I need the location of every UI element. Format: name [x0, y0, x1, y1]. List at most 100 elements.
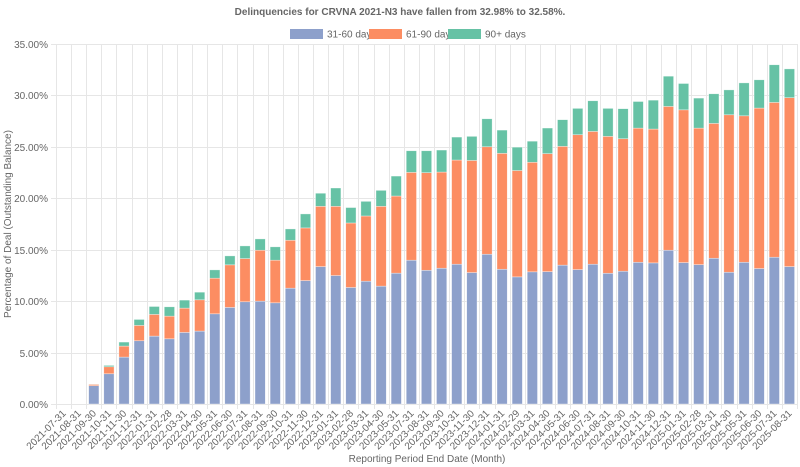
bar-segment-31-60-days	[224, 307, 236, 405]
bar-segment-61-90-days	[239, 258, 251, 303]
bar-segment-31-60-days	[360, 280, 372, 405]
chart-title: Delinquencies for CRVNA 2021-N3 have fal…	[235, 7, 566, 18]
bar-segment-61-90-days	[451, 159, 463, 265]
bar-segment-61-90-days	[360, 215, 372, 282]
bar-segment-31-60-days	[557, 264, 569, 405]
bar-segment-90-days	[315, 192, 327, 207]
bar-segment-31-60-days	[451, 263, 463, 405]
bar-segment-31-60-days	[466, 272, 478, 405]
bar-segment-90-days	[421, 150, 432, 173]
bar-segment-31-60-days	[209, 313, 221, 405]
bar-segment-90-days	[647, 99, 659, 130]
bar-segment-61-90-days	[678, 109, 690, 263]
bar-segment-90-days	[542, 127, 553, 154]
bar-segment-31-60-days	[300, 280, 311, 405]
bar-segment-31-60-days	[194, 330, 206, 405]
bar-segment-61-90-days	[572, 134, 584, 270]
bar-segment-61-90-days	[436, 171, 448, 269]
bar-segment-31-60-days	[179, 332, 190, 405]
y-tick-label: 10.00%	[14, 297, 48, 308]
bar-segment-90-days	[103, 365, 115, 368]
bar-segment-61-90-days	[663, 106, 674, 251]
bar-segment-90-days	[632, 101, 644, 129]
bar-segment-61-90-days	[738, 115, 750, 263]
bar-segment-31-60-days	[572, 269, 584, 405]
bar-segment-31-60-days	[708, 257, 720, 405]
legend-swatch	[448, 29, 481, 39]
bar-segment-31-60-days	[496, 268, 508, 405]
bar-segment-90-days	[602, 108, 614, 137]
bar-segment-90-days	[163, 306, 175, 317]
bar-segment-61-90-days	[542, 153, 553, 272]
legend-swatch	[290, 29, 323, 39]
bar-segment-90-days	[617, 108, 629, 140]
bar-segment-90-days	[753, 79, 765, 109]
bar-segment-31-60-days	[647, 262, 659, 405]
bar-segment-61-90-days	[587, 131, 599, 265]
legend-item: 61-90 days	[369, 29, 455, 41]
bar-segment-31-60-days	[421, 269, 432, 405]
legend: 31-60 days 61-90 days 90+ days	[290, 29, 526, 41]
bar-segment-90-days	[678, 83, 690, 111]
bar-segment-31-60-days	[88, 385, 100, 405]
bar-segment-31-60-days	[738, 261, 750, 405]
y-tick-label: 15.00%	[14, 246, 48, 257]
bar-segment-31-60-days	[617, 270, 629, 405]
bar-segment-90-days	[284, 228, 296, 241]
bar-segment-31-60-days	[239, 301, 251, 405]
bar-segment-31-60-days	[587, 263, 599, 405]
y-axis-ticks: 0.00% 5.00% 10.00% 15.00% 20.00% 25.00% 30.00%…	[14, 40, 48, 411]
bar-segment-90-days	[557, 119, 569, 147]
bar-segment-31-60-days	[390, 272, 402, 405]
bar-segment-31-60-days	[375, 285, 387, 405]
bar-segment-90-days	[708, 93, 720, 124]
bar-segment-90-days	[663, 75, 674, 107]
bar-segment-61-90-days	[466, 160, 478, 273]
bar-segment-90-days	[405, 150, 417, 173]
bar-segment-31-60-days	[783, 266, 795, 405]
bar-segment-90-days	[572, 108, 584, 136]
bar-segment-90-days	[451, 136, 463, 161]
bar-segment-61-90-days	[708, 123, 720, 259]
bar-segment-61-90-days	[254, 249, 266, 302]
bar-segment-90-days	[496, 129, 508, 154]
bar-segment-61-90-days	[330, 206, 342, 276]
bar-segment-61-90-days	[753, 107, 765, 269]
bar-segment-61-90-days	[421, 172, 432, 271]
bar-segment-61-90-days	[526, 161, 538, 273]
bar-segment-90-days	[466, 136, 478, 161]
bar-segment-61-90-days	[148, 314, 160, 337]
bar-segment-31-60-days	[663, 249, 674, 405]
bar-segment-61-90-days	[103, 366, 115, 375]
bar-segment-61-90-days	[118, 345, 130, 358]
bar-segment-90-days	[118, 341, 130, 347]
bar-segment-90-days	[481, 118, 493, 148]
bar-segment-61-90-days	[194, 299, 206, 332]
bar-segment-31-60-days	[542, 271, 553, 405]
bar-segment-31-60-days	[481, 253, 493, 405]
bar-segment-90-days	[360, 201, 372, 217]
bar-segment-90-days	[330, 187, 342, 207]
bar-segment-31-60-days	[753, 268, 765, 405]
legend-label: 90+ days	[485, 30, 526, 41]
bar-segment-90-days	[390, 175, 402, 197]
bar-segment-90-days	[723, 89, 735, 116]
bar-segment-31-60-days	[148, 335, 160, 405]
legend-label: 61-90 days	[406, 30, 455, 41]
bar-segment-31-60-days	[768, 256, 780, 405]
bar-segment-61-90-days	[632, 127, 644, 263]
y-tick-label: 25.00%	[14, 143, 48, 154]
bar-segment-90-days	[511, 146, 523, 171]
bar-segment-61-90-days	[179, 307, 190, 333]
bar-segment-31-60-days	[118, 356, 130, 405]
bar-segment-61-90-days	[133, 325, 145, 342]
bar-segment-90-days	[436, 149, 448, 173]
bar-segment-31-60-days	[103, 373, 115, 405]
bar-segment-90-days	[375, 190, 387, 207]
bar-segment-61-90-days	[602, 136, 614, 274]
bar-segment-61-90-days	[723, 114, 735, 273]
bar-segment-90-days	[194, 291, 206, 301]
bar-segment-90-days	[300, 213, 311, 229]
x-axis-ticks: 2021-07-312021-08-312021-09-302021-10-31…	[25, 408, 795, 452]
bar-segment-61-90-days	[557, 146, 569, 266]
